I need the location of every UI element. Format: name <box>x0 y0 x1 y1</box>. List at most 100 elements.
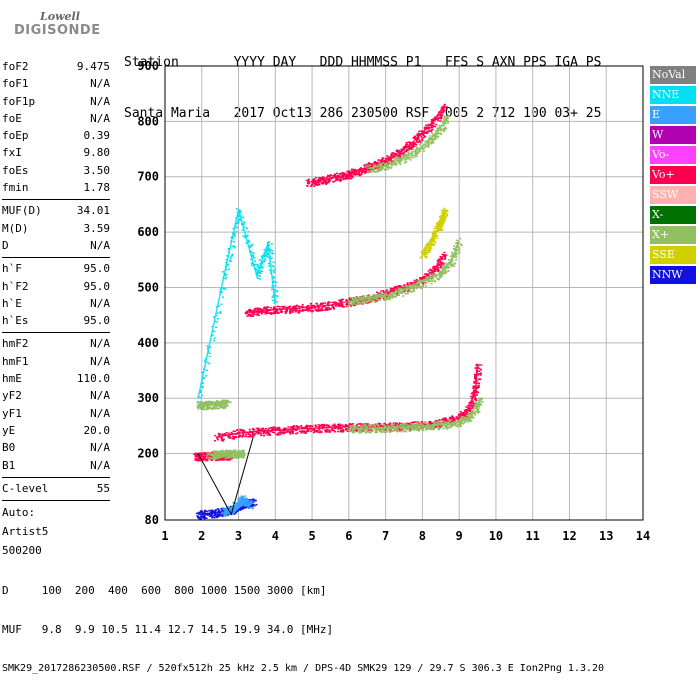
echo-point <box>377 165 379 167</box>
echo-point <box>399 288 401 290</box>
echo-point <box>374 301 376 303</box>
echo-point <box>391 292 393 294</box>
echo-point <box>317 308 319 310</box>
echo-point <box>330 174 332 176</box>
echo-point <box>444 216 446 218</box>
echo-point <box>202 405 204 407</box>
echo-point <box>374 171 376 173</box>
echo-point <box>429 135 431 137</box>
echo-point <box>379 423 381 425</box>
echo-point <box>417 427 419 429</box>
echo-point <box>365 170 367 172</box>
echo-point <box>398 427 400 429</box>
echo-point <box>470 402 472 404</box>
echo-point <box>480 364 482 366</box>
echo-point <box>432 278 434 280</box>
echo-point <box>250 431 252 433</box>
echo-point <box>422 134 424 136</box>
echo-point <box>355 171 357 173</box>
echo-point <box>345 178 347 180</box>
echo-point <box>373 167 375 169</box>
echo-point <box>247 432 249 434</box>
echo-point <box>216 458 218 460</box>
echo-point <box>440 264 442 266</box>
echo-point <box>350 305 352 307</box>
echo-point <box>401 155 403 157</box>
echo-point <box>216 402 218 404</box>
echo-point <box>352 423 354 425</box>
echo-point <box>435 269 437 271</box>
echo-point <box>434 242 436 244</box>
echo-point <box>439 127 441 129</box>
echo-point <box>215 512 217 514</box>
echo-point <box>416 424 418 426</box>
echo-point <box>342 299 344 301</box>
echo-point <box>409 431 411 433</box>
echo-point <box>269 310 271 312</box>
echo-point <box>282 308 284 310</box>
echo-point <box>297 428 299 430</box>
echo-point <box>436 119 438 121</box>
echo-point <box>427 140 429 142</box>
echo-point <box>433 239 435 241</box>
echo-point <box>339 424 341 426</box>
echo-point <box>347 299 349 301</box>
echo-point <box>443 109 445 111</box>
echo-point <box>411 146 413 148</box>
echo-point <box>214 514 216 516</box>
echo-point <box>414 153 416 155</box>
echo-point <box>267 309 269 311</box>
echo-point <box>212 510 214 512</box>
echo-point <box>255 308 257 310</box>
echo-point <box>437 268 439 270</box>
echo-point <box>405 161 407 163</box>
y-tick-label: 200 <box>137 447 159 461</box>
echo-point <box>413 421 415 423</box>
echo-point <box>292 429 294 431</box>
echo-point <box>254 433 256 435</box>
echo-point <box>322 183 324 185</box>
echo-point <box>322 176 324 178</box>
echo-point <box>402 295 404 297</box>
echo-point <box>436 116 438 118</box>
echo-point <box>461 421 463 423</box>
echo-point <box>337 431 339 433</box>
echo-point <box>199 406 201 408</box>
echo-point <box>328 301 330 303</box>
echo-point <box>347 177 349 179</box>
echo-point <box>252 504 254 506</box>
echo-point <box>427 426 429 428</box>
echo-point <box>258 428 260 430</box>
echo-point <box>479 400 481 402</box>
echo-point <box>411 153 413 155</box>
echo-point <box>383 431 385 433</box>
echo-point <box>225 434 227 436</box>
echo-point <box>239 457 241 459</box>
echo-point <box>268 427 270 429</box>
echo-point <box>208 403 210 405</box>
echo-point <box>446 214 448 216</box>
echo-point <box>453 425 455 427</box>
echo-point <box>310 303 312 305</box>
echo-point <box>471 414 473 416</box>
echo-point <box>268 312 270 314</box>
echo-point <box>347 305 349 307</box>
echo-point <box>437 260 439 262</box>
echo-point <box>318 184 320 186</box>
echo-point <box>431 122 433 124</box>
echo-point <box>427 146 429 148</box>
echo-point <box>407 154 409 156</box>
echo-point <box>322 179 324 181</box>
echo-point <box>436 278 438 280</box>
echo-point <box>368 169 370 171</box>
echo-point <box>242 433 244 435</box>
echo-point <box>347 174 349 176</box>
echo-point <box>432 280 434 282</box>
echo-point <box>358 171 360 173</box>
echo-point <box>350 297 352 299</box>
echo-point <box>396 423 398 425</box>
echo-point <box>371 301 373 303</box>
echo-point <box>321 303 323 305</box>
echo-point <box>397 157 399 159</box>
echo-point <box>224 509 226 511</box>
